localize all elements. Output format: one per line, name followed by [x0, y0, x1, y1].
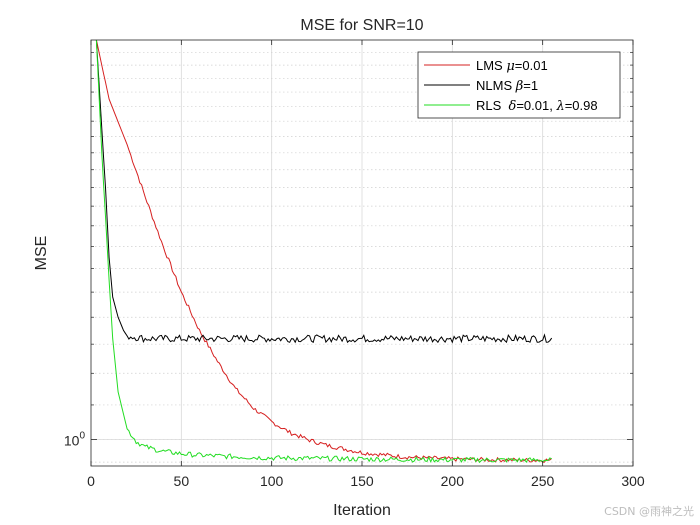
x-tick-label: 50 — [174, 473, 190, 489]
x-axis-ticks: 0 50 100 150 200 250 300 — [87, 40, 645, 489]
x-tick-label: 300 — [621, 473, 645, 489]
legend-box — [417, 51, 621, 119]
y-tick-label: 100 — [64, 431, 86, 449]
x-axis-title: Iteration — [333, 502, 391, 519]
series-line-rls — [95, 39, 552, 464]
series-line-nlms — [95, 39, 553, 344]
chart-title: MSE for SNR=10 — [300, 17, 423, 34]
watermark: CSDN @雨神之光 — [604, 505, 694, 518]
x-tick-label: 100 — [260, 473, 284, 489]
x-tick-label: 0 — [87, 473, 95, 489]
legend: LMS μ=0.01 NLMS β=1 RLS δ=0.01, λ=0.98 — [417, 51, 621, 119]
x-tick-label: 250 — [531, 473, 555, 489]
y-axis-ticks: 100 — [64, 51, 633, 449]
legend-entry-rls: RLS δ=0.01, λ=0.98 — [476, 98, 598, 114]
x-tick-label: 150 — [350, 473, 374, 489]
x-tick-label: 200 — [441, 473, 465, 489]
series-lines — [95, 39, 553, 464]
legend-entry-lms: LMS μ=0.01 — [476, 58, 548, 74]
y-axis-title: MSE — [33, 236, 50, 271]
legend-entry-nlms: NLMS β=1 — [476, 78, 538, 94]
